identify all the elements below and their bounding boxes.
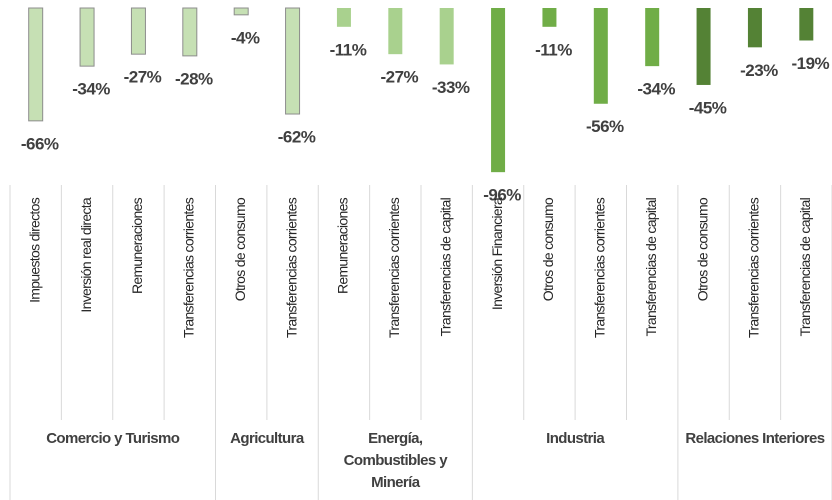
- value-label: -34%: [72, 80, 110, 99]
- value-label: -11%: [330, 40, 367, 59]
- bar: [439, 8, 454, 65]
- x-tick-label: Transferencias corrientes: [181, 197, 197, 338]
- bar: [233, 7, 249, 16]
- group-label: Energía, Combustibles y Minería: [343, 430, 448, 491]
- x-tick-label: Remuneraciones: [129, 197, 145, 294]
- group-label: Comercio y Turismo: [46, 430, 180, 447]
- bar: [388, 8, 403, 55]
- bar: [130, 7, 146, 55]
- bar: [491, 8, 506, 173]
- x-tick-label: Transferencias de capital: [437, 197, 453, 336]
- x-tick-label: Otros de consumo: [540, 197, 556, 301]
- value-label: -27%: [380, 68, 418, 87]
- x-tick-label: Impuestos directos: [26, 197, 42, 303]
- bar: [696, 8, 711, 85]
- value-label: -11%: [535, 40, 572, 59]
- bar: [542, 8, 557, 27]
- bar: [799, 8, 814, 41]
- x-tick-label: Otros de consumo: [232, 197, 248, 301]
- group-label: Relaciones Interiores: [685, 430, 825, 447]
- value-label: -4%: [231, 28, 260, 47]
- group-label: Agricultura: [230, 430, 304, 447]
- bar: [79, 7, 95, 67]
- value-label: -34%: [637, 80, 675, 99]
- x-tick-label: Otros de consumo: [694, 197, 710, 301]
- x-tick-label: Transferencias corrientes: [746, 197, 762, 338]
- bar: [182, 7, 198, 57]
- value-label: -19%: [791, 54, 829, 73]
- x-tick-label: Transferencias corrientes: [386, 197, 402, 338]
- value-label: -45%: [689, 98, 727, 117]
- value-label: -62%: [278, 128, 316, 147]
- value-label: -66%: [21, 134, 59, 153]
- x-tick-label: Transferencias de capital: [643, 197, 659, 336]
- group-label: Industria: [546, 430, 605, 447]
- value-label: -27%: [124, 68, 162, 87]
- x-tick-label: Remuneraciones: [335, 197, 351, 294]
- x-tick-label: Inversión Financiera: [489, 197, 505, 310]
- x-tick-label: Inversión real directa: [78, 197, 94, 312]
- value-label: -33%: [432, 78, 470, 97]
- value-label: -96%: [483, 186, 521, 205]
- bar: [747, 8, 762, 48]
- x-tick-label: Transferencias corrientes: [283, 197, 299, 338]
- bar: [645, 8, 660, 67]
- value-label: -56%: [586, 117, 624, 136]
- x-tick-label: Transferencias corrientes: [592, 197, 608, 338]
- x-tick-label: Transferencias de capital: [797, 197, 813, 336]
- bar: [285, 7, 301, 115]
- bar: [336, 8, 351, 27]
- value-label: -23%: [740, 61, 778, 80]
- value-label: -28%: [175, 69, 213, 88]
- bar: [593, 8, 608, 104]
- bar: [28, 7, 44, 122]
